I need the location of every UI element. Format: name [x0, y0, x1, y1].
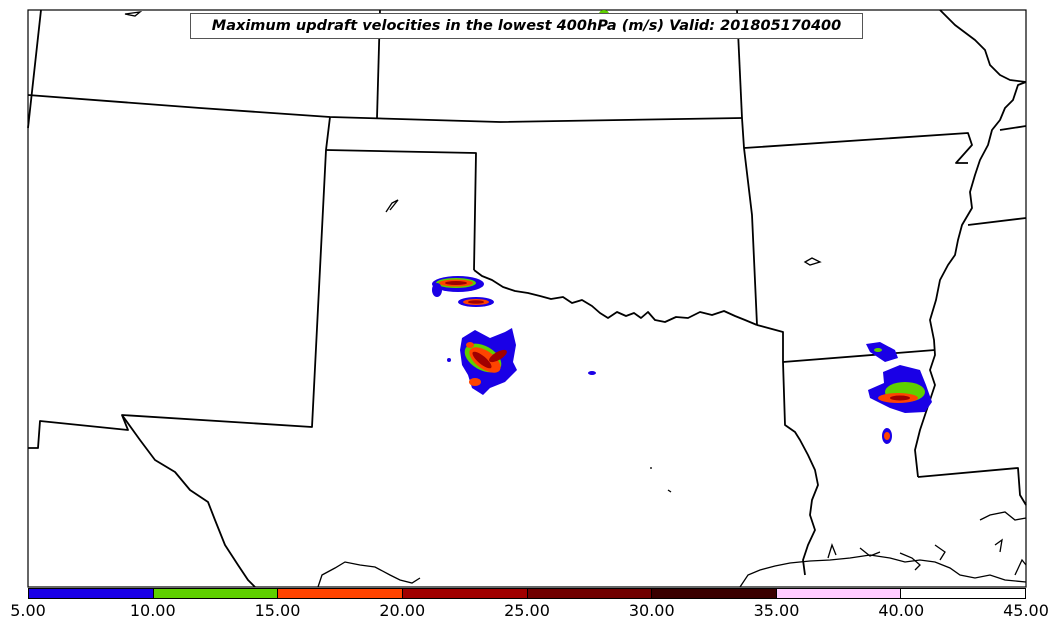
colorbar-segment	[153, 589, 279, 598]
colorbar-tick-label: 45.00	[1003, 601, 1049, 620]
state-borders	[27, 9, 1027, 588]
colorbar	[28, 588, 1026, 599]
colorbar-tick-label: 20.00	[379, 601, 426, 620]
updraft-contours	[432, 10, 932, 444]
colorbar-tick-label: 40.00	[878, 601, 925, 620]
colorbar-segment	[402, 589, 528, 598]
colorbar-tick-label: 5.00	[10, 601, 46, 620]
gulf-coastline	[124, 11, 1027, 588]
colorbar-tick-label: 15.00	[254, 601, 301, 620]
map-title: Maximum updraft velocities in the lowest…	[190, 13, 863, 39]
colorbar-tick-label: 25.00	[504, 601, 550, 620]
colorbar-segment	[776, 589, 902, 598]
colorbar-segment	[652, 589, 777, 598]
colorbar-segment	[527, 589, 653, 598]
colorbar-tick-label: 10.00	[129, 601, 176, 620]
colorbar-segment	[901, 589, 1025, 598]
colorbar-tick-label: 30.00	[628, 601, 675, 620]
map-frame	[27, 9, 1027, 588]
colorbar-segment	[278, 589, 403, 598]
colorbar-tick-label: 35.00	[753, 601, 800, 620]
colorbar-segment	[29, 589, 154, 598]
